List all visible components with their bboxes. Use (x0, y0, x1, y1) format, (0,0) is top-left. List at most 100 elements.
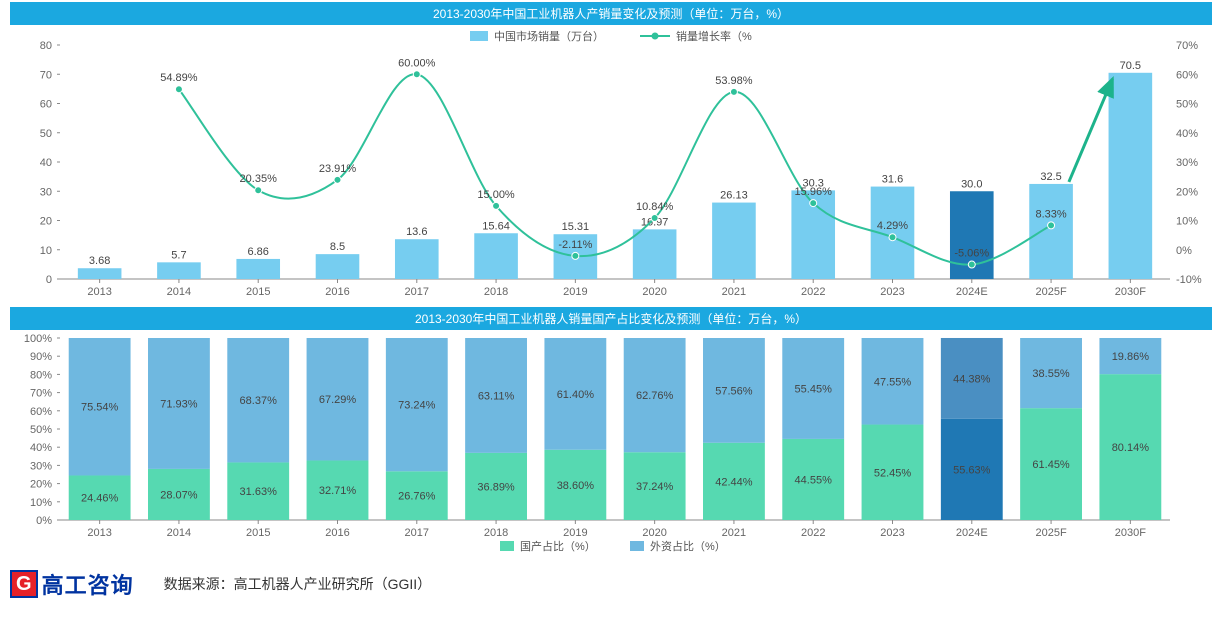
svg-text:-5.06%: -5.06% (954, 248, 989, 260)
svg-text:2022: 2022 (801, 286, 825, 298)
svg-text:44.38%: 44.38% (953, 373, 991, 385)
svg-text:63.11%: 63.11% (478, 390, 515, 402)
svg-text:2023: 2023 (880, 527, 904, 539)
svg-text:2025F: 2025F (1035, 286, 1066, 298)
svg-text:61.45%: 61.45% (1032, 459, 1070, 471)
svg-text:60%: 60% (30, 406, 52, 418)
svg-text:80: 80 (40, 40, 52, 52)
svg-text:销量增长率（%: 销量增长率（% (676, 29, 752, 43)
svg-text:0: 0 (46, 274, 52, 286)
svg-text:2024E: 2024E (956, 286, 988, 298)
svg-text:2030F: 2030F (1115, 286, 1146, 298)
svg-text:70%: 70% (30, 388, 52, 400)
svg-text:2017: 2017 (405, 286, 429, 298)
svg-text:2013: 2013 (87, 527, 111, 539)
svg-text:44.55%: 44.55% (795, 474, 833, 486)
svg-text:2015: 2015 (246, 527, 270, 539)
logo: G 高工咨询 (10, 568, 134, 600)
svg-text:20.35%: 20.35% (240, 173, 278, 185)
svg-text:15.00%: 15.00% (477, 189, 515, 201)
svg-text:73.24%: 73.24% (398, 400, 436, 412)
svg-text:2022: 2022 (801, 527, 825, 539)
svg-text:32.5: 32.5 (1040, 171, 1061, 183)
svg-text:3.68: 3.68 (89, 255, 110, 267)
svg-text:31.6: 31.6 (882, 174, 903, 186)
svg-text:32.71%: 32.71% (319, 485, 357, 497)
logo-text: 高工咨询 (42, 568, 134, 600)
svg-text:70.5: 70.5 (1120, 60, 1141, 72)
footer: G 高工咨询 数据来源：高工机器人产业研究所（GGII） (0, 560, 1222, 606)
svg-text:60: 60 (40, 99, 52, 111)
svg-text:2020: 2020 (642, 527, 666, 539)
svg-text:2013: 2013 (87, 286, 111, 298)
svg-text:47.55%: 47.55% (874, 376, 912, 388)
svg-text:2024E: 2024E (956, 527, 988, 539)
svg-text:67.29%: 67.29% (319, 394, 357, 406)
svg-text:28.07%: 28.07% (160, 489, 198, 501)
svg-text:54.89%: 54.89% (160, 72, 198, 84)
svg-text:6.86: 6.86 (248, 246, 269, 258)
svg-text:15.64: 15.64 (482, 220, 510, 232)
svg-text:5.7: 5.7 (171, 249, 186, 261)
svg-text:62.76%: 62.76% (636, 390, 674, 402)
svg-text:70%: 70% (1176, 40, 1198, 52)
svg-text:10: 10 (40, 245, 52, 257)
svg-text:0%: 0% (36, 515, 52, 527)
chart2-plot: 0%10%20%30%40%50%60%70%80%90%100%24.46%7… (10, 332, 1212, 560)
svg-text:60%: 60% (1176, 69, 1198, 81)
svg-text:40%: 40% (30, 442, 52, 454)
svg-text:30: 30 (40, 186, 52, 198)
svg-text:-2.11%: -2.11% (558, 239, 592, 251)
svg-text:19.86%: 19.86% (1112, 351, 1150, 363)
svg-text:26.13: 26.13 (720, 190, 748, 202)
svg-text:2021: 2021 (722, 286, 746, 298)
svg-text:2017: 2017 (405, 527, 429, 539)
svg-text:38.60%: 38.60% (557, 480, 595, 492)
svg-text:36.89%: 36.89% (477, 481, 515, 493)
svg-text:55.63%: 55.63% (953, 464, 991, 476)
svg-text:38.55%: 38.55% (1032, 368, 1070, 380)
svg-text:50: 50 (40, 128, 52, 140)
svg-text:50%: 50% (1176, 99, 1198, 111)
svg-text:68.37%: 68.37% (240, 395, 278, 407)
svg-text:40: 40 (40, 157, 52, 169)
svg-text:40%: 40% (1176, 128, 1198, 140)
svg-text:31.63%: 31.63% (240, 486, 278, 498)
svg-text:53.98%: 53.98% (715, 75, 753, 87)
svg-text:100%: 100% (24, 333, 52, 345)
svg-text:55.45%: 55.45% (795, 383, 833, 395)
svg-text:52.45%: 52.45% (874, 467, 912, 479)
svg-text:42.44%: 42.44% (715, 476, 753, 488)
logo-badge: G (10, 570, 38, 598)
svg-text:37.24%: 37.24% (636, 481, 674, 493)
svg-text:50%: 50% (30, 424, 52, 436)
svg-text:4.29%: 4.29% (877, 220, 908, 232)
svg-text:2030F: 2030F (1115, 527, 1146, 539)
svg-text:80%: 80% (30, 369, 52, 381)
svg-text:24.46%: 24.46% (81, 493, 119, 505)
svg-text:90%: 90% (30, 351, 52, 363)
chart2-title: 2013-2030年中国工业机器人销量国产占比变化及预测（单位：万台，%） (10, 307, 1212, 330)
svg-text:2015: 2015 (246, 286, 270, 298)
svg-text:10.84%: 10.84% (636, 201, 674, 213)
svg-text:2019: 2019 (563, 286, 587, 298)
svg-text:61.40%: 61.40% (557, 389, 595, 401)
svg-text:8.5: 8.5 (330, 241, 345, 253)
svg-text:2014: 2014 (167, 527, 191, 539)
svg-text:2025F: 2025F (1035, 527, 1066, 539)
svg-text:20%: 20% (30, 479, 52, 491)
svg-text:30%: 30% (1176, 157, 1198, 169)
svg-text:15.31: 15.31 (562, 221, 590, 233)
svg-text:2018: 2018 (484, 527, 508, 539)
svg-text:23.91%: 23.91% (319, 163, 357, 175)
svg-text:20: 20 (40, 216, 52, 228)
svg-text:60.00%: 60.00% (398, 57, 436, 69)
svg-text:10%: 10% (1176, 216, 1198, 228)
svg-text:国产占比（%）: 国产占比（%） (520, 539, 596, 553)
svg-text:8.33%: 8.33% (1035, 208, 1066, 220)
data-source: 数据来源：高工机器人产业研究所（GGII） (164, 574, 432, 594)
svg-text:57.56%: 57.56% (715, 385, 753, 397)
svg-text:80.14%: 80.14% (1112, 442, 1150, 454)
svg-text:0%: 0% (1176, 245, 1192, 257)
svg-text:2016: 2016 (325, 527, 349, 539)
